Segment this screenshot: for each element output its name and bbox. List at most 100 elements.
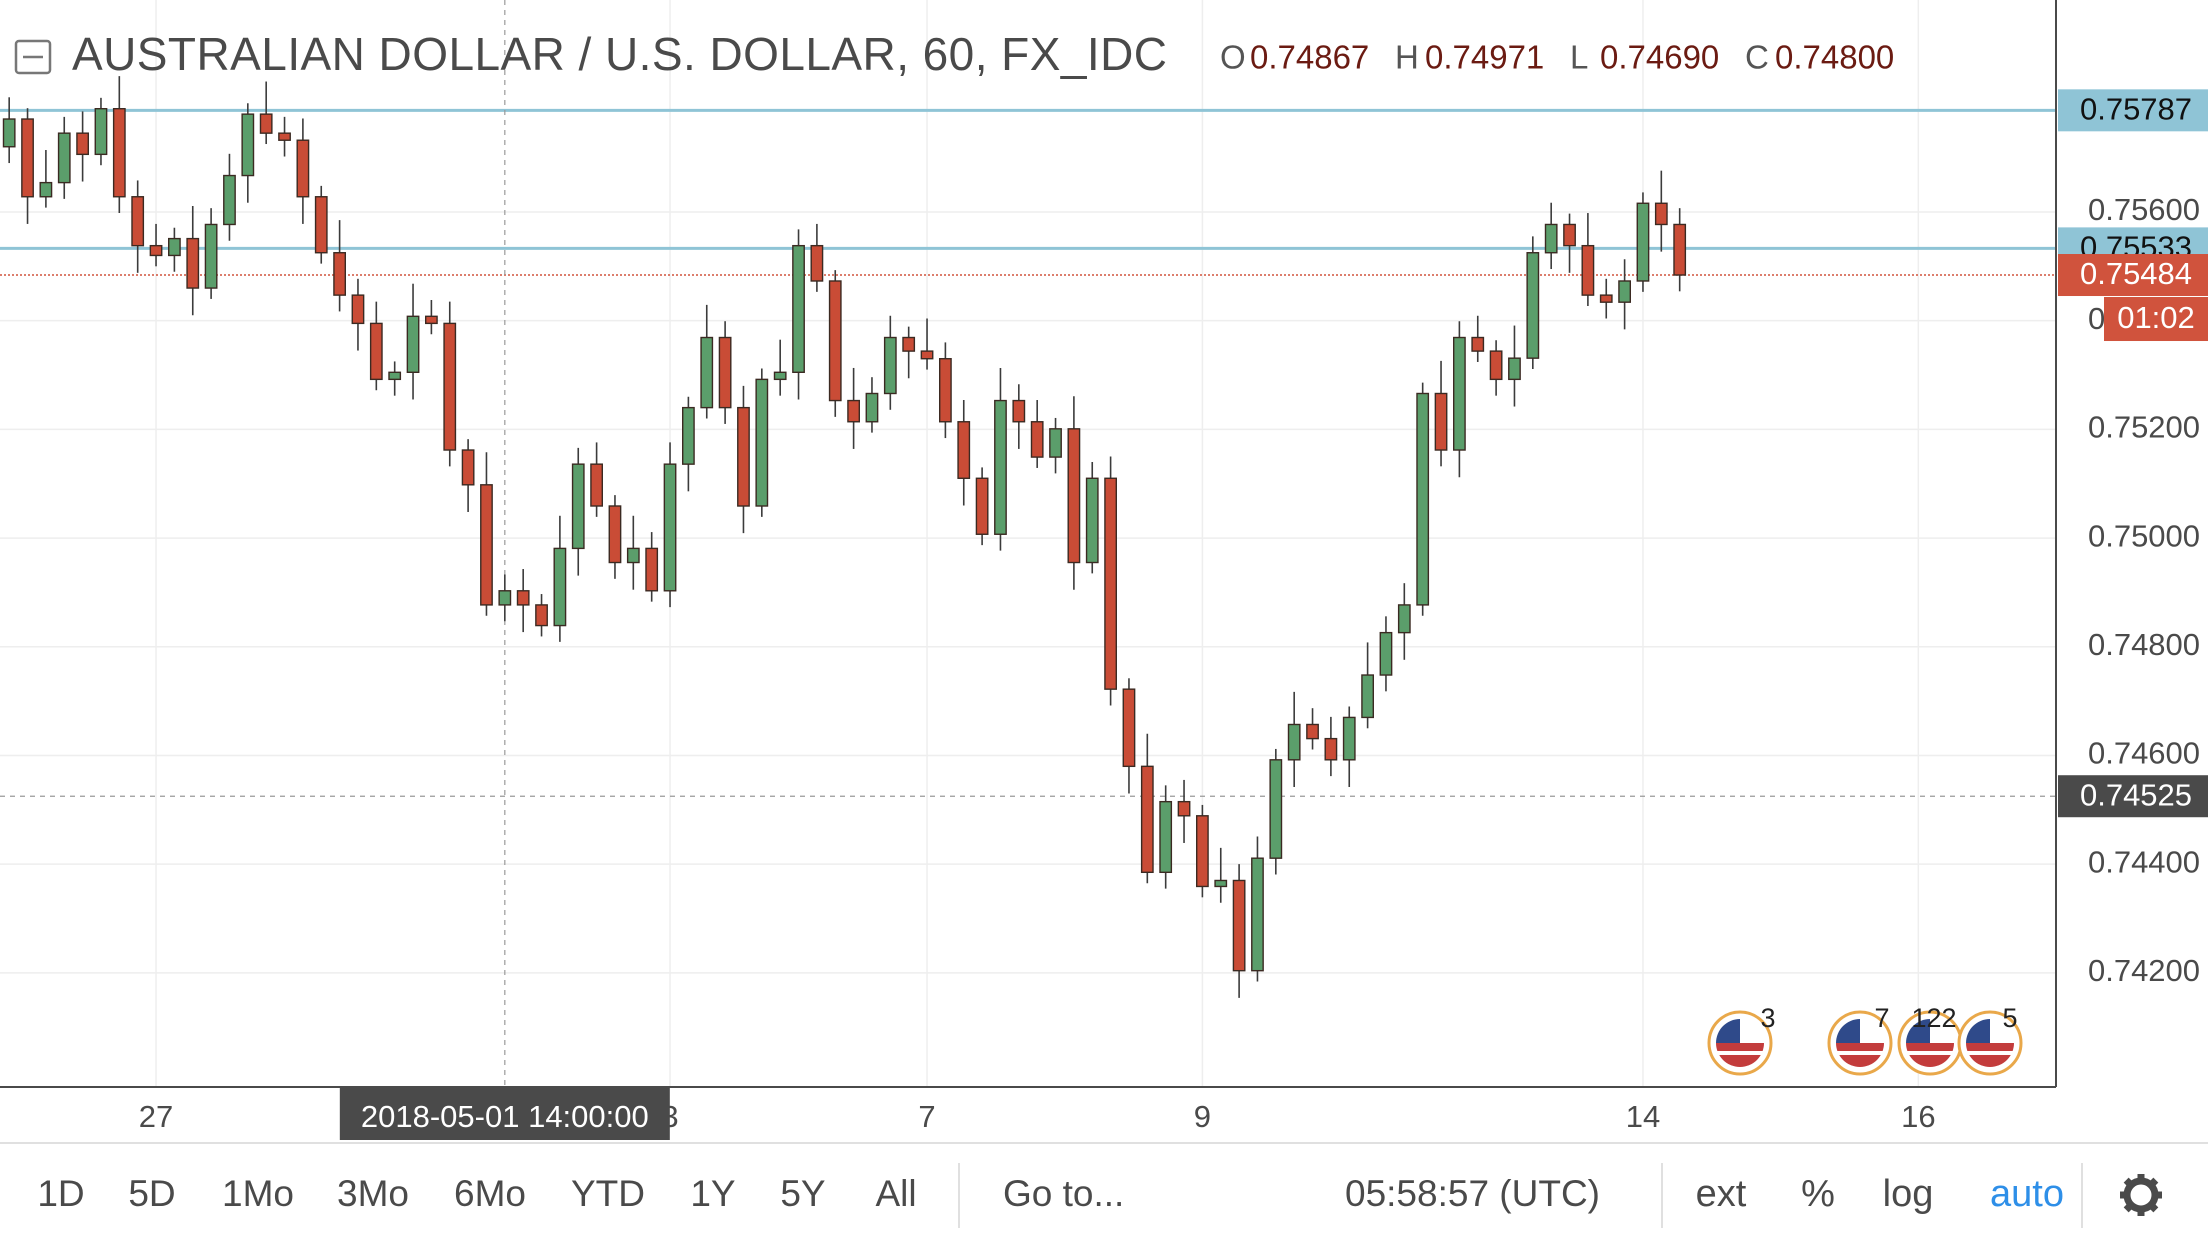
candle-body [1654, 202, 1668, 226]
candle-body [608, 505, 622, 564]
candle-body [737, 406, 750, 507]
collapse-icon[interactable] [14, 39, 52, 75]
candle-body [1140, 765, 1154, 874]
event-icon[interactable]: 122 [1897, 1003, 1963, 1076]
candle-body [1122, 688, 1136, 768]
y-tick-label: 0.75600 [2088, 192, 2200, 227]
candle-body [571, 463, 585, 550]
ohlc-legend-name: L [1570, 39, 1588, 76]
candle-body [535, 604, 548, 627]
option-button[interactable]: auto [1990, 1173, 2064, 1215]
candle-body [920, 350, 934, 360]
last-price-label: 0.75484 [2080, 256, 2192, 291]
candle-body [1416, 392, 1430, 606]
candle-body [1196, 815, 1209, 888]
goto-button[interactable]: Go to... [1003, 1173, 1124, 1214]
y-tick-label: 0.74600 [2088, 736, 2200, 771]
event-count: 5 [2002, 1003, 2017, 1033]
settings-button[interactable] [2120, 1174, 2162, 1216]
countdown-label: 01:02 [2117, 300, 2195, 335]
candle-body [975, 477, 989, 535]
candle-body [1581, 244, 1595, 296]
candle-body [1012, 399, 1026, 423]
candle-body [718, 336, 732, 409]
candle-body [112, 107, 126, 198]
candle-body [1159, 800, 1173, 874]
range-button[interactable]: All [875, 1173, 916, 1214]
candle-body [241, 113, 255, 177]
candle-body [957, 421, 971, 479]
candle-body [1599, 294, 1613, 303]
candle-body [810, 244, 824, 282]
candle-body [590, 463, 603, 507]
y-tick-label: 0.74800 [2088, 627, 2200, 662]
range-button[interactable]: 3Mo [337, 1173, 409, 1214]
candle-body [626, 547, 640, 564]
range-button[interactable]: 5D [128, 1173, 175, 1214]
candle-body [57, 132, 71, 184]
candle-body [186, 237, 200, 289]
candle-body [1306, 723, 1319, 740]
candle-body [333, 252, 346, 296]
gear-body [2123, 1177, 2159, 1213]
candle-body [1471, 336, 1485, 352]
candle-body [39, 181, 53, 198]
candle-body [425, 315, 438, 325]
ohlc-legend-value: 0.74867 [1250, 39, 1369, 76]
candle-body [461, 449, 475, 486]
range-button[interactable]: 5Y [780, 1173, 825, 1214]
candle-body [1049, 428, 1062, 458]
option-button[interactable]: % [1801, 1173, 1835, 1215]
candle-body [1214, 879, 1228, 888]
candle-body [498, 590, 512, 606]
option-button[interactable]: log [1883, 1173, 1934, 1215]
candle-body [1324, 737, 1338, 761]
chart-title: AUSTRALIAN DOLLAR / U.S. DOLLAR, 60, FX_… [72, 28, 1167, 80]
range-button[interactable]: 1D [37, 1173, 84, 1214]
candle-body [865, 392, 879, 423]
candle-body [939, 358, 952, 423]
crosshair-date-label: 2018-05-01 14:00:00 [361, 1099, 649, 1134]
ohlc-legend-value: 0.74971 [1425, 39, 1544, 76]
event-icon[interactable]: 7 [1827, 1003, 1893, 1076]
candle-body [1085, 477, 1099, 564]
candle-body [1269, 759, 1283, 859]
range-button[interactable]: 1Mo [222, 1173, 294, 1214]
range-button[interactable]: 6Mo [454, 1173, 526, 1214]
candle-body [278, 132, 291, 141]
candle-body [1379, 631, 1393, 676]
candle-body [1618, 280, 1631, 303]
candle-body [1361, 674, 1374, 719]
candle-body [1342, 716, 1356, 761]
event-icon[interactable]: 5 [1957, 1003, 2023, 1076]
ohlc-legend-name: H [1395, 39, 1419, 76]
candle-body [259, 113, 273, 134]
candle-body [1251, 857, 1264, 972]
event-count: 3 [1760, 1003, 1775, 1033]
candle-body [480, 484, 493, 606]
candle-body [223, 174, 236, 226]
range-button[interactable]: YTD [571, 1173, 645, 1214]
candle-body [149, 244, 163, 257]
candle-body [1453, 336, 1466, 451]
option-button[interactable]: ext [1696, 1173, 1747, 1215]
range-button[interactable]: 1Y [690, 1173, 735, 1214]
x-tick-label: 16 [1901, 1099, 1935, 1134]
ohlc-legend-name: O [1220, 39, 1246, 76]
ohlc-legend-value: 0.74690 [1600, 39, 1719, 76]
event-flag-canton [1836, 1019, 1860, 1043]
candle-body [755, 378, 769, 507]
candle-body [1232, 879, 1246, 972]
candle-body [1673, 223, 1687, 276]
hline-price-label-box [2058, 89, 2208, 132]
ohlc-legend-value: 0.74800 [1775, 39, 1894, 76]
candle-body [351, 294, 365, 325]
candle-body [76, 132, 89, 156]
event-icon[interactable]: 3 [1707, 1003, 1776, 1076]
candle-body [682, 406, 695, 465]
candle-body [645, 547, 659, 592]
candle-body [388, 371, 402, 381]
candle-body [443, 322, 457, 451]
candle-body [773, 371, 787, 381]
